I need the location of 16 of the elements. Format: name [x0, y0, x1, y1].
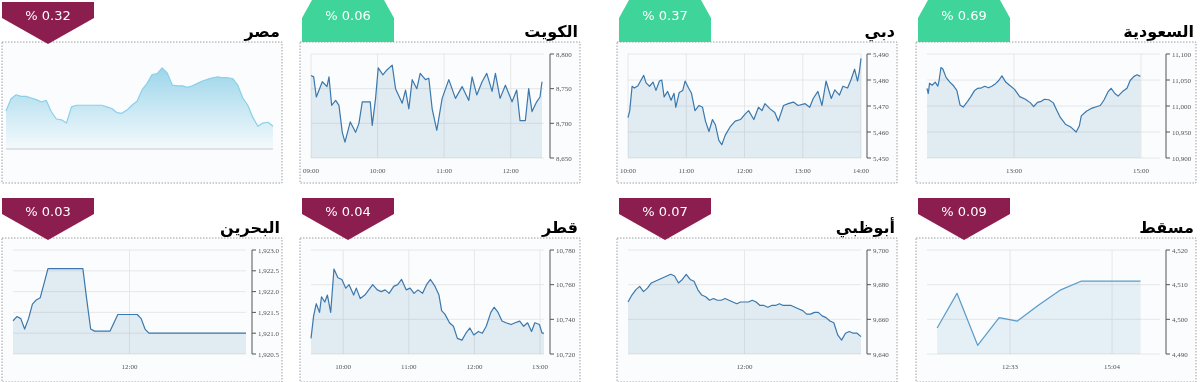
chart-title: مسقط: [1139, 218, 1194, 237]
chart-title: دبي: [864, 22, 895, 42]
text: % 0.06: [325, 8, 371, 23]
text: % 0.69: [941, 8, 987, 23]
chart-title: قطر: [540, 218, 578, 237]
chart-title: أبوظبي: [835, 217, 895, 238]
chart-title: مصر: [243, 22, 280, 41]
chart-title: السعودية: [1123, 22, 1194, 41]
text: % 0.07: [642, 204, 688, 219]
chart-title: البحرين: [220, 218, 280, 237]
text: % 0.03: [25, 204, 71, 219]
text: % 0.37: [642, 8, 688, 23]
text: % 0.09: [941, 204, 987, 219]
text: % 0.04: [325, 204, 371, 219]
chart-title: الكويت: [524, 22, 578, 41]
text: % 0.32: [25, 8, 71, 23]
